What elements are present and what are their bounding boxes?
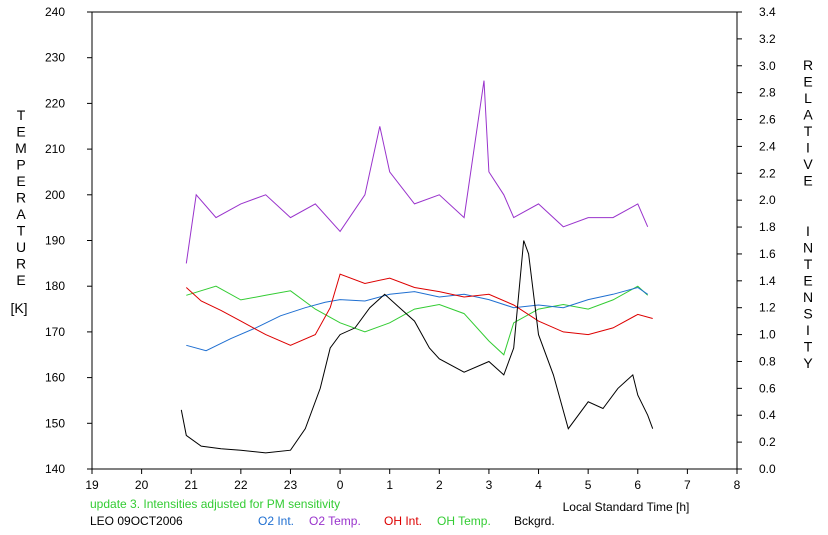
right-tick-label: 0.6 [759,381,776,395]
right-tick-label: 0.4 [759,408,776,422]
right-axis-letter: E [803,74,812,90]
left-axis-letter: U [16,239,26,255]
legend: O2 Int. O2 Temp. OH Int. OH Temp. Bckgrd… [0,514,828,532]
right-tick-label: 3.2 [759,32,776,46]
left-axis-ticks: 140 150 160 170 180 190 200 210 220 230 240 [45,5,92,476]
left-axis-letter: E [16,124,25,140]
right-axis-letter: I [806,223,810,239]
series-oh-temp-line [186,285,649,356]
right-tick-label: 1.6 [759,247,776,261]
right-axis-letter: E [803,273,812,289]
x-tick-label: 21 [185,478,199,492]
right-tick-label: 2.6 [759,113,776,127]
right-axis-letter: T [804,256,813,272]
x-tick-label: 22 [234,478,248,492]
x-axis-label: Local Standard Time [h] [563,500,690,514]
left-axis-letter: M [15,140,27,156]
right-axis-ticks: 0.0 0.2 0.4 0.6 0.8 1.0 1.2 1.4 1.6 1.8 2.0 2.2 2.4 2… [737,5,776,476]
legend-oh-int: OH Int. [384,514,423,528]
x-tick-label: 1 [386,478,393,492]
left-tick-label: 190 [45,234,65,248]
right-tick-label: 0.8 [759,354,776,368]
x-tick-label: 8 [734,478,741,492]
left-tick-label: 170 [45,325,65,339]
left-axis-letter: T [17,223,26,239]
x-tick-label: 4 [535,478,542,492]
right-tick-label: 1.0 [759,328,776,342]
annotation-update: update 3. Intensities adjusted for PM se… [90,497,341,511]
series-oh-int-line [185,273,653,346]
legend-oh-temp: OH Temp. [437,514,491,528]
right-tick-label: 2.0 [759,193,776,207]
series-bckgrd-line [180,240,654,454]
left-axis-letter: P [16,157,25,173]
legend-o2-int: O2 Int. [258,514,295,528]
right-axis-letter: E [803,173,812,189]
right-axis-letter: N [803,240,813,256]
annotation-station: LEO 09OCT2006 [90,514,183,528]
right-axis-letter: R [803,57,813,73]
series-layer [180,80,654,454]
right-axis-letter: A [803,107,813,123]
right-tick-label: 3.0 [759,59,776,73]
x-axis-ticks: 19 20 21 22 23 0 1 2 3 4 5 6 7 8 [85,469,741,492]
x-tick-label: 5 [585,478,592,492]
right-tick-label: 0.2 [759,435,776,449]
left-axis-letter: E [16,173,25,189]
left-tick-label: 180 [45,279,65,293]
right-tick-label: 1.8 [759,220,776,234]
left-tick-label: 160 [45,371,65,385]
right-axis-letter: N [803,289,813,305]
left-tick-label: 240 [45,5,65,19]
x-tick-label: 7 [684,478,691,492]
x-tick-label: 19 [85,478,99,492]
right-axis-letter: T [804,123,813,139]
x-tick-label: 6 [634,478,641,492]
right-axis-letter: L [804,90,812,106]
right-tick-label: 3.4 [759,5,776,19]
series-o2-int-line [186,286,648,352]
right-axis-letter: I [806,140,810,156]
left-tick-label: 210 [45,142,65,156]
left-axis-letter: T [17,107,26,123]
left-axis-letter: R [16,190,26,206]
left-tick-label: 140 [45,462,65,476]
left-tick-label: 220 [45,96,65,110]
x-tick-label: 2 [436,478,443,492]
x-tick-label: 20 [135,478,149,492]
left-axis-letter: R [16,256,26,272]
legend-o2-temp: O2 Temp. [309,514,361,528]
left-axis-letter: A [16,206,26,222]
x-tick-label: 3 [486,478,493,492]
left-tick-label: 200 [45,188,65,202]
right-tick-label: 1.4 [759,274,776,288]
x-tick-label: 23 [284,478,298,492]
right-tick-label: 0.0 [759,462,776,476]
left-axis-letter: E [16,272,25,288]
right-tick-label: 2.8 [759,86,776,100]
right-tick-label: 2.4 [759,139,776,153]
right-axis-letter: T [804,339,813,355]
left-axis-unit: [K] [10,300,27,316]
left-tick-label: 230 [45,51,65,65]
series-o2-temp-line [185,80,649,264]
right-tick-label: 1.2 [759,301,776,315]
left-tick-label: 150 [45,416,65,430]
right-axis-letter: Y [803,355,813,371]
right-axis-letter: V [803,156,813,172]
right-axis-letter: I [806,322,810,338]
x-tick-label: 0 [337,478,344,492]
right-axis-letter: S [803,306,812,322]
right-tick-label: 2.2 [759,166,776,180]
legend-bckgrd: Bckgrd. [514,514,555,528]
